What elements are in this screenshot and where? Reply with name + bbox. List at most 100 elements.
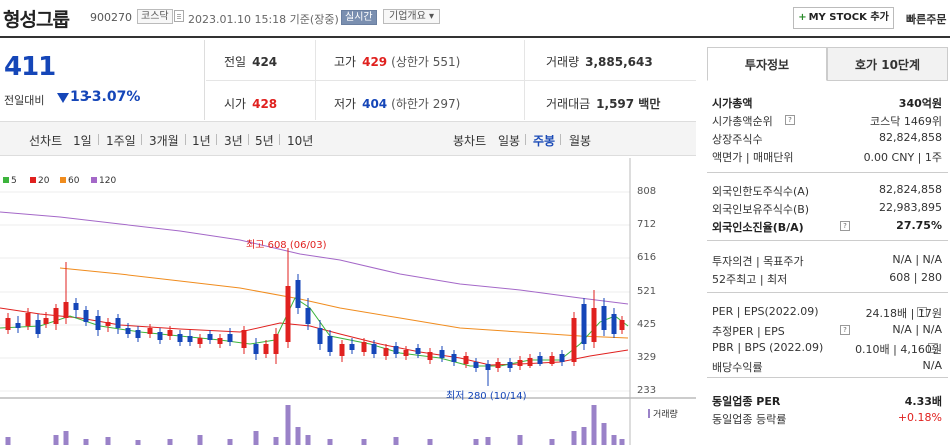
y-tick: 425: [637, 319, 657, 330]
candle: [339, 344, 345, 356]
help-icon[interactable]: ?: [840, 221, 850, 231]
info-row: 상장주식수 82,824,858: [712, 131, 942, 146]
volume-bar: [571, 431, 577, 445]
candle: [263, 344, 269, 354]
help-icon[interactable]: ?: [785, 115, 795, 125]
volume-bar: [295, 427, 301, 445]
volume-bar: [227, 439, 233, 445]
volume-bar: [427, 439, 433, 445]
candle-chart-label: 봉차트: [453, 134, 487, 148]
candle: [217, 338, 223, 344]
tab-monthly[interactable]: 월봉: [569, 134, 592, 148]
candle: [25, 313, 31, 326]
candle: [591, 308, 597, 342]
volume-bar: [549, 439, 555, 445]
ma120-line: [0, 211, 629, 305]
down-arrow-icon: [57, 93, 69, 103]
legend-ma20: 20: [30, 176, 49, 186]
info-row: 외국인소진율(B/A)? 27.75%: [712, 219, 942, 234]
candle: [383, 348, 389, 356]
current-price: 411: [4, 52, 56, 82]
ma20-line: [0, 307, 629, 366]
stat-low: 저가 404 (하한가 297): [334, 97, 461, 111]
volume-bar: [305, 435, 311, 445]
candlestick-chart[interactable]: [0, 158, 696, 445]
help-icon[interactable]: ?: [840, 325, 850, 335]
candle: [227, 334, 233, 342]
candle: [619, 320, 625, 330]
tab-1w[interactable]: 1주일: [106, 134, 136, 148]
corp-overview-dropdown[interactable]: 기업개요 ▾: [383, 9, 440, 24]
change-value: 13: [70, 89, 90, 105]
candle: [485, 364, 491, 370]
stock-header: 형성그룹 900270 코스닥 2023.01.10 15:18 기준(장중) …: [0, 0, 950, 38]
candle: [427, 352, 433, 360]
info-row: 외국인한도주식수(A) 82,824,858: [712, 183, 942, 198]
volume-bar: [591, 405, 597, 445]
volume-bar: [393, 437, 399, 445]
help-icon[interactable]: ?: [928, 343, 938, 353]
high-annotation: 최고 608 (06/03): [246, 240, 327, 251]
candle: [83, 310, 89, 322]
tab-10y[interactable]: 10년: [287, 134, 314, 148]
tab-daily[interactable]: 일봉: [498, 134, 521, 148]
info-row: 배당수익률 N/A: [712, 359, 942, 374]
candle: [537, 356, 543, 364]
info-row: 동일업종 PER 4.33배: [712, 395, 942, 408]
candle: [527, 358, 533, 366]
help-icon[interactable]: ?: [917, 307, 927, 317]
volume-bar: [473, 439, 479, 445]
candle: [207, 334, 213, 340]
change-label: 전일대비: [4, 94, 45, 107]
market-badge: 코스닥: [137, 9, 173, 24]
tab-1d[interactable]: 1일: [73, 134, 92, 148]
candle: [403, 350, 409, 356]
tab-3m[interactable]: 3개월: [149, 134, 179, 148]
tab-1y[interactable]: 1년: [192, 134, 211, 148]
stock-name: 형성그룹: [3, 9, 70, 31]
candle: [317, 328, 323, 344]
candle: [187, 336, 193, 342]
candle: [273, 334, 279, 354]
tab-weekly[interactable]: 주봉: [533, 134, 556, 148]
quick-order-link[interactable]: 빠른주문: [906, 13, 947, 26]
candle: [177, 334, 183, 342]
document-icon[interactable]: [174, 10, 184, 22]
volume-bar: [581, 427, 587, 445]
tab-orderbook[interactable]: 호가 10단계: [827, 47, 948, 81]
volume-bar: [361, 439, 367, 445]
volume-bar: [83, 439, 89, 445]
volume-bar: [285, 405, 291, 445]
investment-info-panel: 투자정보 호가 10단계 시가총액 340억원 시가총액순위? 코스닥 1469위 상장…: [707, 47, 948, 445]
stat-open: 시가 428: [224, 97, 278, 111]
volume-bar: [105, 437, 111, 445]
candle: [517, 360, 523, 366]
add-mystock-button[interactable]: + MY STOCK 추가: [793, 7, 894, 29]
candle: [451, 354, 457, 362]
candle: [439, 350, 445, 358]
info-row: 투자의견 | 목표주가 N/A | N/A: [712, 253, 942, 268]
candle: [5, 318, 11, 330]
candle: [167, 330, 173, 336]
volume-bar: [53, 435, 59, 445]
tab-3y[interactable]: 3년: [224, 134, 243, 148]
candle: [571, 318, 577, 362]
y-tick: 808: [637, 186, 657, 197]
divider: [206, 80, 696, 81]
info-row: 52주최고 | 최저 608 | 280: [712, 271, 942, 286]
legend-ma5: 5: [3, 176, 17, 186]
tab-5y[interactable]: 5년: [255, 134, 274, 148]
divider: [707, 292, 948, 293]
candle: [95, 316, 101, 330]
volume-bar: [167, 439, 173, 445]
y-tick: 616: [637, 252, 657, 263]
volume-label: 거래량: [648, 407, 678, 420]
volume-bar: [327, 439, 333, 445]
tab-investment-info[interactable]: 투자정보: [707, 47, 827, 81]
y-tick: 521: [637, 286, 657, 297]
volume-bar: [517, 435, 523, 445]
candle: [241, 330, 247, 348]
volume-bar: [485, 437, 491, 445]
ma5-line: [0, 297, 629, 367]
candle: [63, 302, 69, 318]
